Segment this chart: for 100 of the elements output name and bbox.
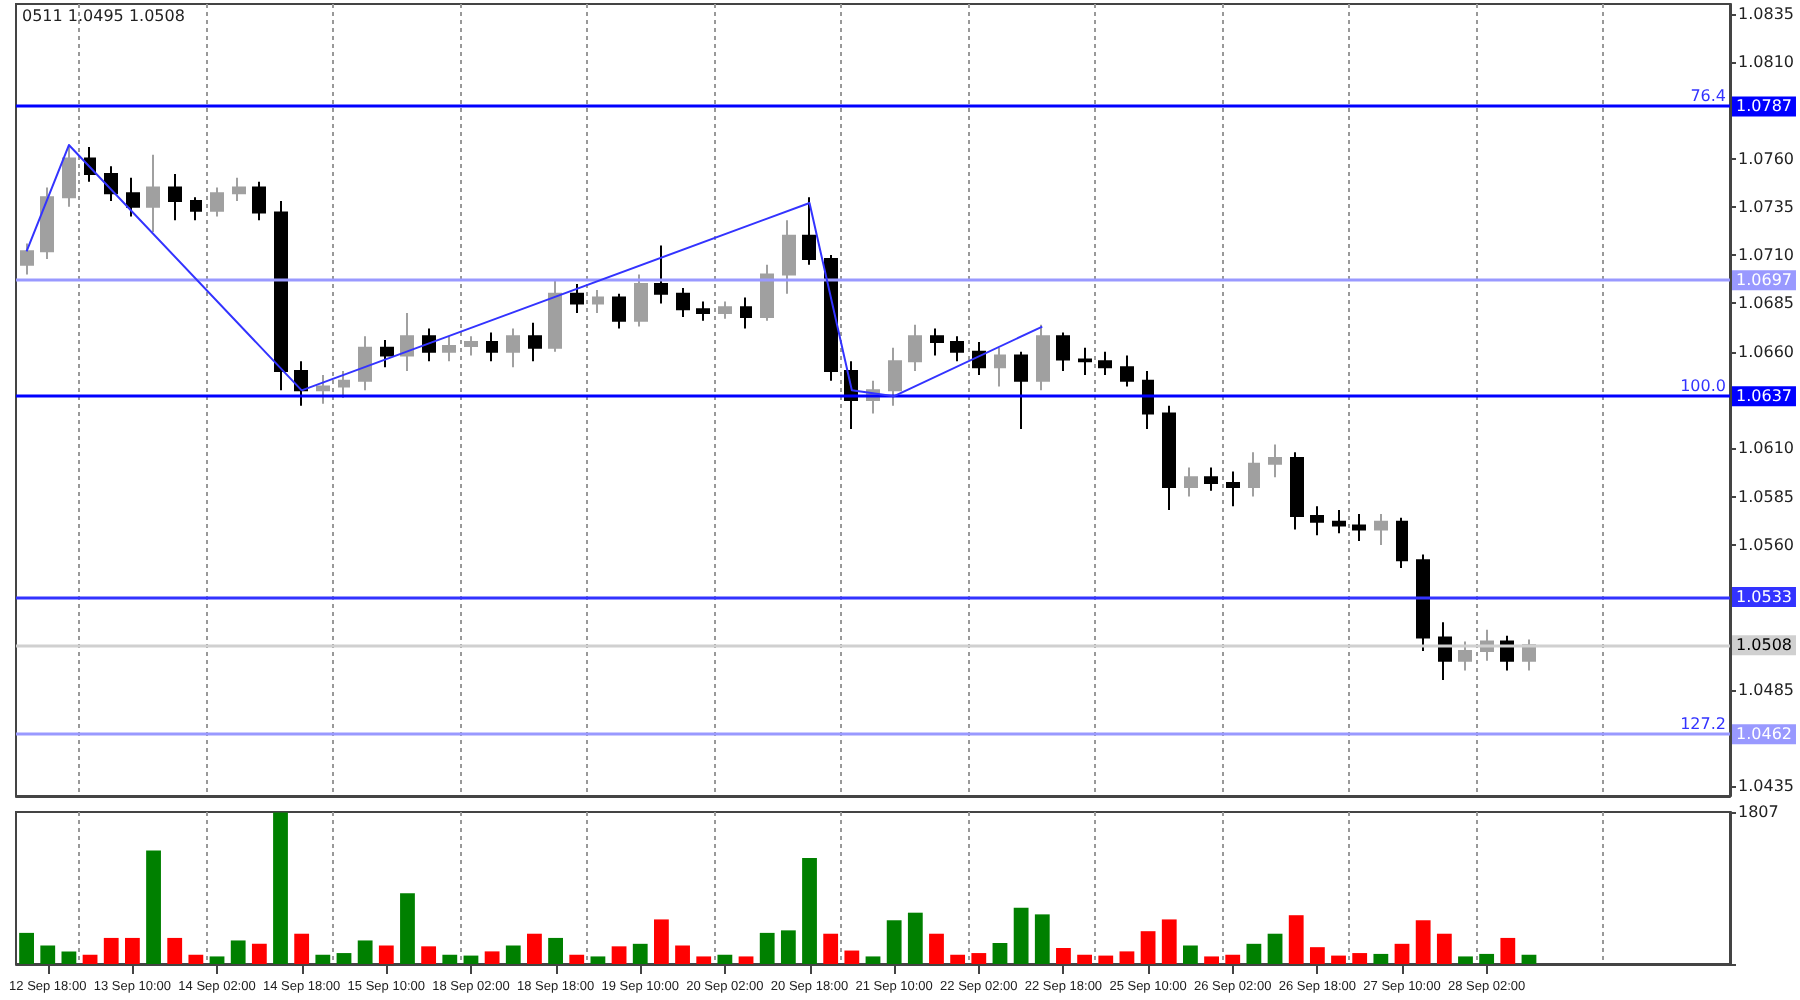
ref-line-label: 1.0508 xyxy=(1736,636,1792,655)
candlestick xyxy=(146,153,160,233)
bar xyxy=(653,919,669,964)
bar xyxy=(357,940,373,964)
y-tick-label: 1.0735 xyxy=(1738,197,1794,216)
candlestick xyxy=(1374,512,1388,546)
bar xyxy=(209,956,225,964)
ref-line-label: 1.0462 xyxy=(1736,725,1792,744)
y-tick-label: 1.0710 xyxy=(1738,246,1794,265)
bar xyxy=(463,955,479,964)
bar xyxy=(1394,943,1410,964)
bar xyxy=(1225,954,1241,964)
candlestick xyxy=(20,242,34,276)
ref-line-label: 1.0637 xyxy=(1736,387,1792,406)
candlestick xyxy=(782,219,796,295)
bar xyxy=(1013,907,1029,964)
bar xyxy=(886,920,902,964)
bar xyxy=(294,933,310,964)
bar xyxy=(1267,933,1283,964)
bar xyxy=(1204,956,1219,964)
bar xyxy=(251,943,267,964)
bar xyxy=(421,946,437,964)
candlestick xyxy=(592,288,604,315)
candlestick xyxy=(506,327,520,369)
bar xyxy=(907,912,923,964)
candlestick xyxy=(654,244,668,305)
line-series xyxy=(25,144,1044,398)
candlestick xyxy=(1352,512,1366,543)
candlestick xyxy=(1458,640,1472,672)
candlestick xyxy=(1184,466,1198,498)
bar xyxy=(802,858,817,964)
bar xyxy=(1352,953,1368,964)
candlestick xyxy=(930,327,944,357)
ref-line-label: 1.0697 xyxy=(1736,271,1792,290)
candlestick xyxy=(1204,466,1218,492)
candlestick xyxy=(232,176,246,203)
bar xyxy=(19,932,34,964)
bar xyxy=(61,951,77,964)
y-tick-label: 1.0760 xyxy=(1738,149,1794,168)
bar xyxy=(188,954,204,964)
bar xyxy=(1436,933,1452,964)
bar xyxy=(1098,955,1114,964)
y-tick-label: 1.0585 xyxy=(1738,487,1794,506)
bar xyxy=(1331,955,1346,964)
bar xyxy=(124,937,140,964)
candlestick xyxy=(548,279,562,353)
bar xyxy=(1056,948,1071,964)
candlestick xyxy=(400,312,414,373)
y-tick-label: 1.0560 xyxy=(1738,535,1794,554)
bar xyxy=(1500,937,1516,964)
candlestick xyxy=(274,200,288,392)
bar xyxy=(1140,931,1156,964)
bar xyxy=(442,954,458,964)
bar xyxy=(569,954,585,964)
candlestick xyxy=(126,176,140,218)
bar xyxy=(1119,951,1135,964)
candlestick xyxy=(570,283,584,315)
annotation: 0511 1.0495 1.0508 xyxy=(22,7,185,25)
bar xyxy=(505,945,521,964)
candlestick xyxy=(760,263,774,322)
bar xyxy=(759,932,775,964)
bar xyxy=(1309,947,1325,964)
candlestick xyxy=(696,300,710,322)
bar xyxy=(378,945,394,964)
bar xyxy=(230,940,246,964)
candlestick xyxy=(1098,350,1112,376)
bar xyxy=(717,954,733,964)
candlestick xyxy=(1014,350,1028,430)
bar xyxy=(336,953,352,964)
candlestick xyxy=(1290,451,1304,531)
candlestick xyxy=(1162,404,1176,512)
bar xyxy=(1521,954,1537,964)
bar xyxy=(167,937,183,964)
bar xyxy=(40,945,56,964)
candlestick xyxy=(1142,370,1154,430)
bar xyxy=(548,937,563,964)
bar xyxy=(1161,919,1177,964)
bar xyxy=(484,951,500,964)
candlestick xyxy=(950,335,964,363)
bar xyxy=(929,933,944,964)
y-tick-label: 1.0485 xyxy=(1738,680,1794,699)
bar xyxy=(103,937,119,964)
bar xyxy=(738,956,754,964)
bar xyxy=(992,942,1008,964)
candlestick xyxy=(612,292,626,330)
bar xyxy=(844,950,860,964)
y-tick-label: 1.0810 xyxy=(1738,52,1794,71)
ref-line-label: 1.0533 xyxy=(1736,588,1792,607)
bar xyxy=(1183,945,1198,964)
y-tick-label: 1.0610 xyxy=(1738,439,1794,458)
candlestick xyxy=(634,273,648,328)
candlestick xyxy=(676,286,690,318)
bar xyxy=(1246,943,1262,964)
candlestick xyxy=(802,196,816,266)
candlestick xyxy=(1332,509,1346,535)
candlestick xyxy=(528,321,542,363)
candlestick xyxy=(442,335,456,363)
candlestick xyxy=(1268,443,1282,479)
bar xyxy=(315,954,331,964)
annotation: 76.4 xyxy=(1690,87,1726,106)
